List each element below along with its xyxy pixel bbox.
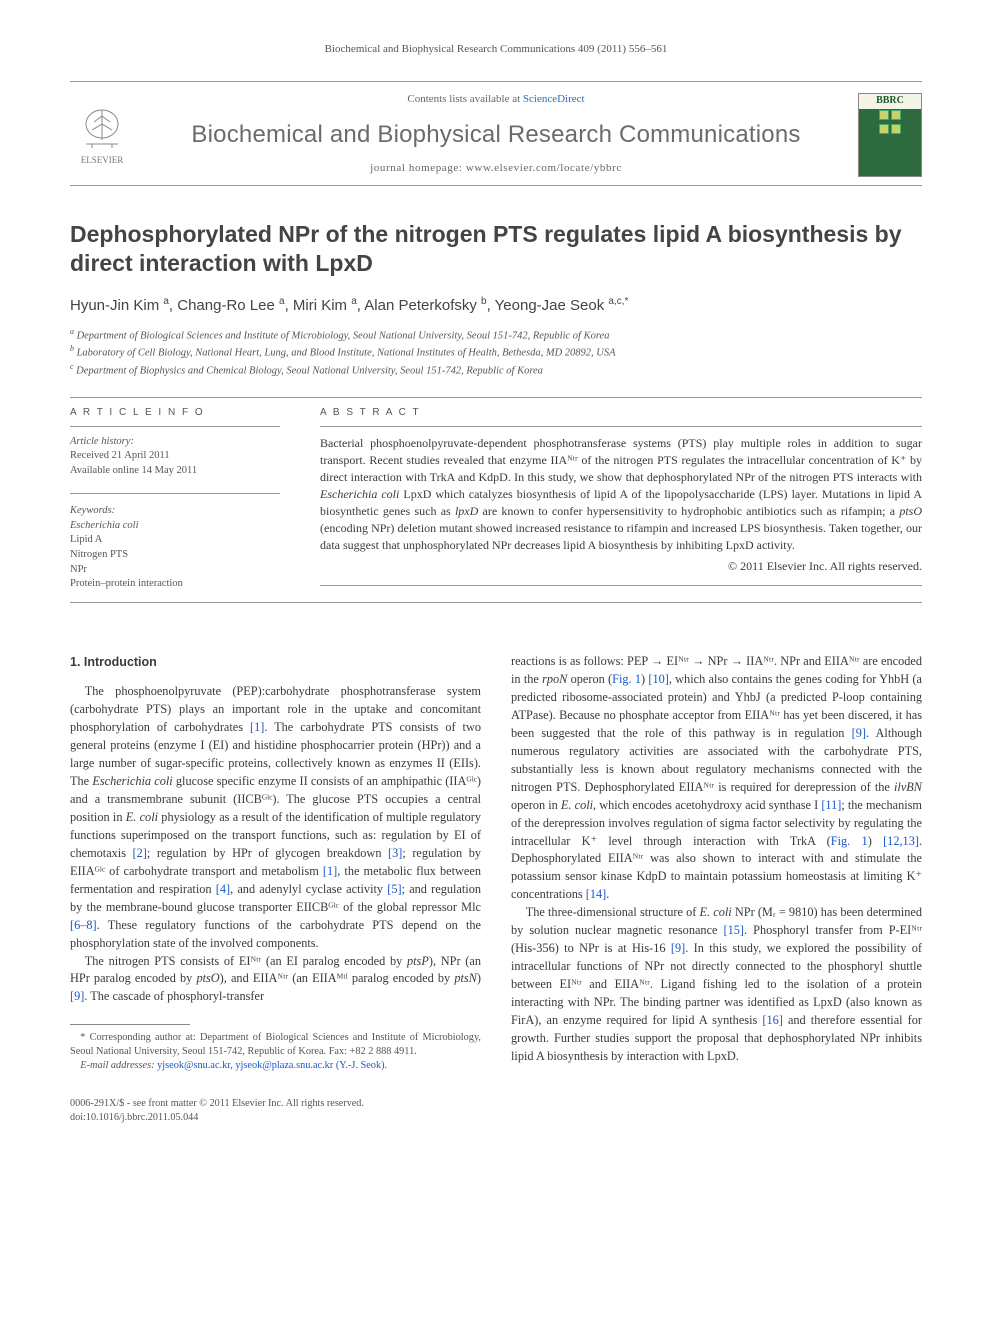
sciencedirect-link[interactable]: ScienceDirect <box>523 93 585 105</box>
keyword-1: Escherichia coli <box>70 519 280 534</box>
contents-available-line: Contents lists available at ScienceDirec… <box>148 92 844 107</box>
footnotes: * Corresponding author at: Department of… <box>70 1031 481 1073</box>
section-1-heading: 1. Introduction <box>70 653 481 671</box>
article-title: Dephosphorylated NPr of the nitrogen PTS… <box>70 220 922 279</box>
intro-para-3: reactions is as follows: PEP → EIᴺᵗʳ → N… <box>511 653 922 904</box>
affil-a: a Department of Biological Sciences and … <box>70 326 922 344</box>
elsevier-tree-icon <box>78 102 126 154</box>
keyword-5: Protein–protein interaction <box>70 577 280 592</box>
keyword-3: Nitrogen PTS <box>70 548 280 563</box>
abstract-copyright: © 2011 Elsevier Inc. All rights reserved… <box>320 558 922 575</box>
running-head: Biochemical and Biophysical Research Com… <box>70 42 922 57</box>
footnote-separator <box>70 1024 190 1025</box>
header-center: Contents lists available at ScienceDirec… <box>148 92 844 176</box>
author-emails[interactable]: yjseok@snu.ac.kr, yjseok@plaza.snu.ac.kr… <box>157 1060 387 1071</box>
header-block: ELSEVIER Contents lists available at Sci… <box>70 81 922 185</box>
journal-name: Biochemical and Biophysical Research Com… <box>148 118 844 152</box>
keyword-4: NPr <box>70 563 280 578</box>
page-footer: 0006-291X/$ - see front matter © 2011 El… <box>70 1097 922 1126</box>
cover-bbrc-label: BBRC <box>876 96 904 106</box>
article-info-heading: A R T I C L E I N F O <box>70 406 280 427</box>
homepage-prefix: journal homepage: <box>370 162 466 174</box>
journal-homepage-line: journal homepage: www.elsevier.com/locat… <box>148 161 844 176</box>
intro-para-4: The three-dimensional structure of E. co… <box>511 904 922 1066</box>
keywords-head: Keywords: <box>70 504 280 519</box>
elsevier-label: ELSEVIER <box>81 154 124 167</box>
affiliations: a Department of Biological Sciences and … <box>70 326 922 379</box>
author-list: Hyun-Jin Kim a, Chang-Ro Lee a, Miri Kim… <box>70 295 922 316</box>
affil-c: c Department of Biophysics and Chemical … <box>70 361 922 379</box>
meta-bottom-rule <box>70 602 922 603</box>
intro-para-1: The phosphoenolpyruvate (PEP):carbohydra… <box>70 683 481 952</box>
corresponding-author-note: * Corresponding author at: Department of… <box>70 1031 481 1059</box>
abstract-box: A B S T R A C T Bacterial phosphoenolpyr… <box>320 406 922 592</box>
history-head: Article history: <box>70 436 134 447</box>
journal-cover-thumb: BBRC <box>858 93 922 177</box>
abstract-heading: A B S T R A C T <box>320 406 922 427</box>
article-info-box: A R T I C L E I N F O Article history: R… <box>70 406 280 592</box>
affil-b: b Laboratory of Cell Biology, National H… <box>70 343 922 361</box>
body-two-columns: 1. Introduction The phosphoenolpyruvate … <box>70 653 922 1073</box>
doi-line: doi:10.1016/j.bbrc.2011.05.044 <box>70 1111 364 1125</box>
issn-line: 0006-291X/$ - see front matter © 2011 El… <box>70 1097 364 1111</box>
homepage-url[interactable]: www.elsevier.com/locate/ybbrc <box>466 162 622 174</box>
email-addresses: E-mail addresses: yjseok@snu.ac.kr, yjse… <box>70 1059 481 1073</box>
received-date: Received 21 April 2011 <box>70 450 170 461</box>
keyword-2: Lipid A <box>70 533 280 548</box>
contents-prefix: Contents lists available at <box>407 93 522 105</box>
online-date: Available online 14 May 2011 <box>70 465 197 476</box>
intro-para-2: The nitrogen PTS consists of EIᴺᵗʳ (an E… <box>70 953 481 1007</box>
meta-top-rule <box>70 397 922 398</box>
abstract-text: Bacterial phosphoenolpyruvate-dependent … <box>320 436 922 552</box>
elsevier-logo: ELSEVIER <box>70 99 134 171</box>
